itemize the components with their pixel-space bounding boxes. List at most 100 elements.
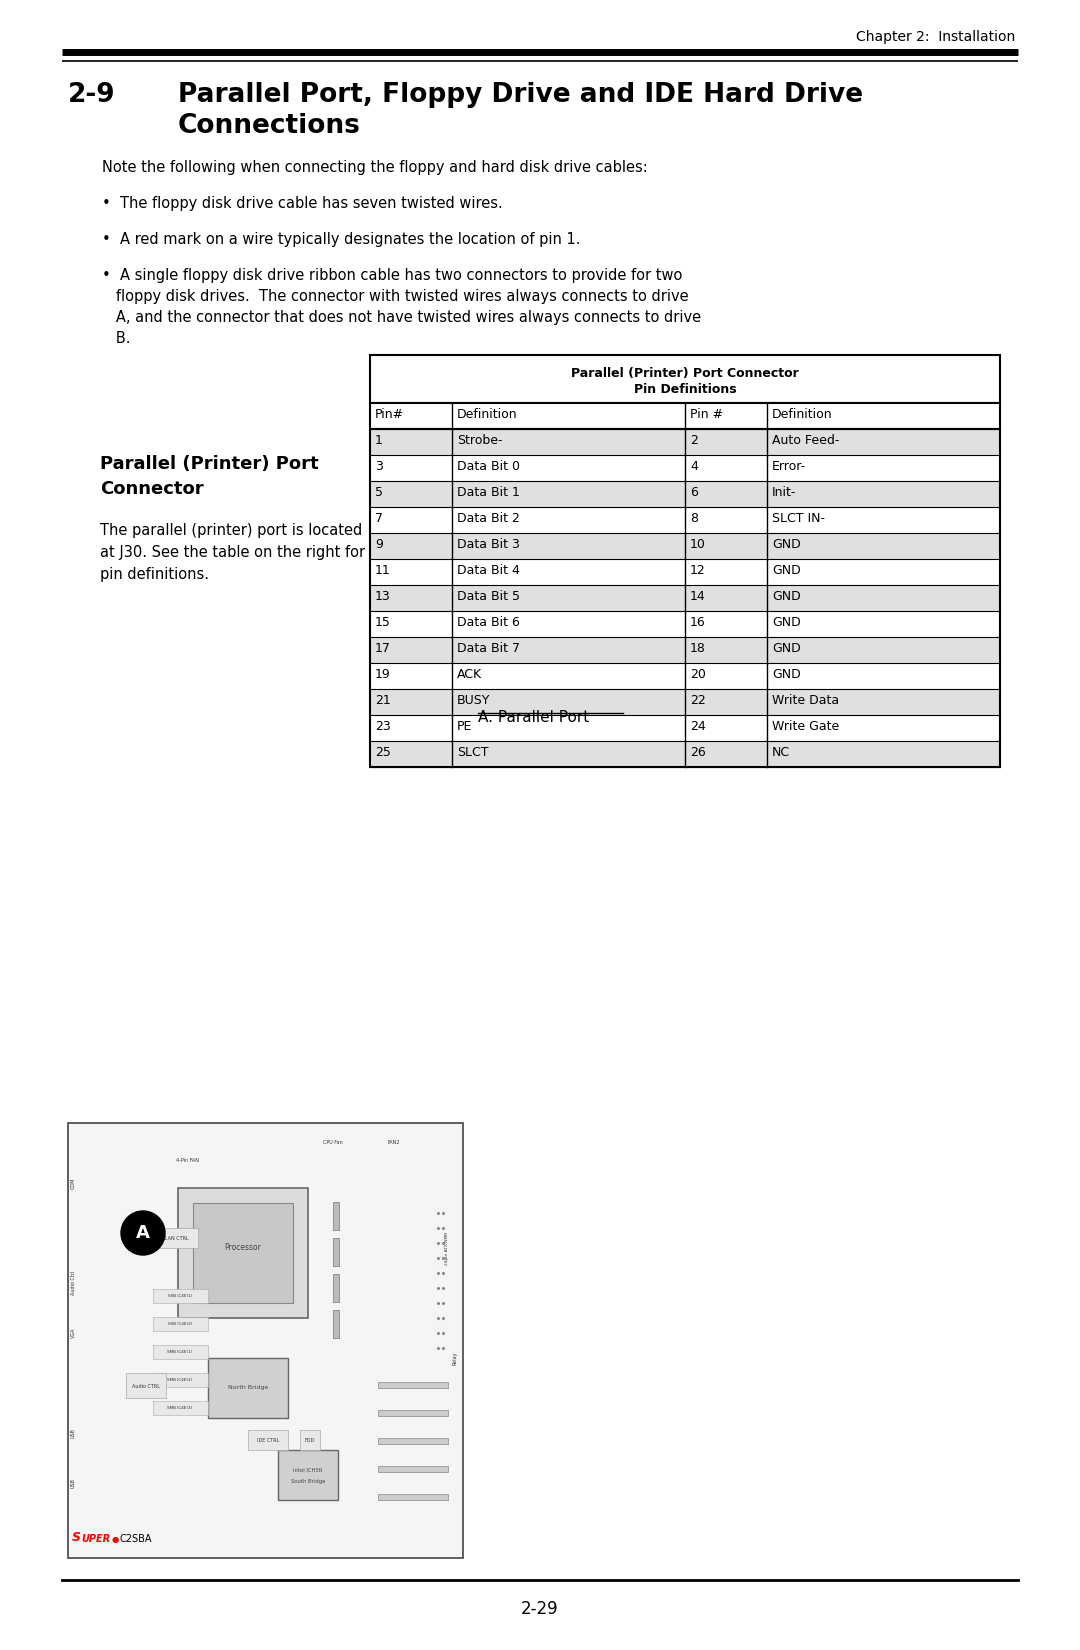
Text: GND: GND bbox=[772, 591, 800, 602]
Text: Write Data: Write Data bbox=[772, 695, 839, 706]
Text: GND: GND bbox=[772, 538, 800, 551]
Text: North Bridge: North Bridge bbox=[228, 1386, 268, 1391]
Text: A. Parallel Port: A. Parallel Port bbox=[478, 710, 590, 724]
Text: Connector: Connector bbox=[100, 480, 204, 498]
Bar bbox=[370, 533, 1000, 559]
Text: Relay: Relay bbox=[453, 1351, 458, 1365]
Bar bbox=[378, 1411, 448, 1416]
Text: SLCT: SLCT bbox=[457, 746, 488, 759]
Text: Pin #: Pin # bbox=[690, 408, 724, 421]
Text: 24: 24 bbox=[690, 719, 705, 733]
Bar bbox=[248, 1431, 288, 1450]
Text: IDE CTRL: IDE CTRL bbox=[257, 1437, 280, 1442]
Bar bbox=[333, 1201, 339, 1229]
Text: UPER: UPER bbox=[81, 1534, 110, 1544]
Bar bbox=[153, 1289, 208, 1304]
Text: 4-Pin FAN: 4-Pin FAN bbox=[176, 1158, 199, 1163]
Text: USB: USB bbox=[71, 1427, 76, 1439]
Text: SLCT IN-: SLCT IN- bbox=[772, 512, 825, 525]
Text: COM: COM bbox=[71, 1178, 76, 1188]
Bar bbox=[333, 1274, 339, 1302]
Text: Parallel (Printer) Port Connector: Parallel (Printer) Port Connector bbox=[571, 366, 799, 380]
Text: 10: 10 bbox=[690, 538, 706, 551]
Text: CPU Fan: CPU Fan bbox=[323, 1140, 342, 1145]
Text: 26: 26 bbox=[690, 746, 705, 759]
Text: 15: 15 bbox=[375, 615, 391, 629]
Bar bbox=[153, 1373, 208, 1388]
Text: Audio CTRL: Audio CTRL bbox=[132, 1383, 160, 1389]
Text: Data Bit 1: Data Bit 1 bbox=[457, 487, 519, 498]
Text: Connections: Connections bbox=[178, 112, 361, 139]
Text: 2-29: 2-29 bbox=[522, 1600, 558, 1619]
Text: 5: 5 bbox=[375, 487, 383, 498]
Text: •  A red mark on a wire typically designates the location of pin 1.: • A red mark on a wire typically designa… bbox=[102, 233, 581, 248]
Text: 25: 25 bbox=[375, 746, 391, 759]
Bar bbox=[370, 741, 1000, 767]
Text: 2-9: 2-9 bbox=[68, 82, 116, 107]
Text: S: S bbox=[72, 1531, 81, 1544]
Text: Pin Definitions: Pin Definitions bbox=[634, 383, 737, 396]
Bar bbox=[153, 1345, 208, 1360]
Text: Data Bit 0: Data Bit 0 bbox=[457, 460, 519, 474]
Text: GND: GND bbox=[772, 642, 800, 655]
Text: Audio Ctrl: Audio Ctrl bbox=[71, 1270, 76, 1295]
Text: Chapter 2:  Installation: Chapter 2: Installation bbox=[855, 30, 1015, 45]
Text: A, and the connector that does not have twisted wires always connects to drive: A, and the connector that does not have … bbox=[102, 310, 701, 325]
Text: GND: GND bbox=[772, 564, 800, 578]
Text: 12: 12 bbox=[690, 564, 705, 578]
Bar bbox=[126, 1373, 166, 1398]
Text: 18: 18 bbox=[690, 642, 706, 655]
Text: FDD: FDD bbox=[305, 1437, 315, 1442]
Text: pin definitions.: pin definitions. bbox=[100, 568, 210, 582]
Bar bbox=[370, 355, 1000, 403]
Text: 14: 14 bbox=[690, 591, 705, 602]
Text: South Bridge: South Bridge bbox=[291, 1478, 325, 1483]
Text: Data Bit 5: Data Bit 5 bbox=[457, 591, 519, 602]
Text: 6: 6 bbox=[690, 487, 698, 498]
Text: SMB IC4E(3): SMB IC4E(3) bbox=[167, 1406, 192, 1411]
Text: BUSY: BUSY bbox=[457, 695, 490, 706]
Text: FAN2: FAN2 bbox=[388, 1140, 401, 1145]
Text: Data Bit 4: Data Bit 4 bbox=[457, 564, 519, 578]
Text: 24pin ATX NMR: 24pin ATX NMR bbox=[445, 1231, 449, 1264]
Text: Parallel Port, Floppy Drive and IDE Hard Drive: Parallel Port, Floppy Drive and IDE Hard… bbox=[178, 82, 863, 107]
Bar bbox=[378, 1493, 448, 1500]
Bar bbox=[370, 559, 1000, 586]
Text: 11: 11 bbox=[375, 564, 391, 578]
Text: Strobe-: Strobe- bbox=[457, 434, 502, 447]
Text: 21: 21 bbox=[375, 695, 391, 706]
Text: C2SBA: C2SBA bbox=[120, 1534, 152, 1544]
Text: SSB IC4E(1): SSB IC4E(1) bbox=[167, 1294, 192, 1299]
Text: Definition: Definition bbox=[772, 408, 833, 421]
Text: Processor: Processor bbox=[225, 1244, 261, 1252]
Text: USB: USB bbox=[71, 1478, 76, 1488]
Bar bbox=[193, 1203, 293, 1304]
Text: A: A bbox=[136, 1224, 150, 1242]
Text: Init-: Init- bbox=[772, 487, 796, 498]
Text: Intel ICH5R: Intel ICH5R bbox=[294, 1467, 323, 1472]
Text: •  A single floppy disk drive ribbon cable has two connectors to provide for two: • A single floppy disk drive ribbon cabl… bbox=[102, 267, 683, 284]
Bar bbox=[370, 482, 1000, 507]
Text: 2: 2 bbox=[690, 434, 698, 447]
Bar bbox=[300, 1431, 320, 1450]
Bar bbox=[370, 663, 1000, 690]
Text: 3: 3 bbox=[375, 460, 383, 474]
Bar bbox=[370, 429, 1000, 767]
Text: ACK: ACK bbox=[457, 668, 482, 681]
Text: B.: B. bbox=[102, 332, 131, 346]
Bar bbox=[333, 1238, 339, 1266]
Text: Auto Feed-: Auto Feed- bbox=[772, 434, 839, 447]
Bar bbox=[370, 507, 1000, 533]
Bar bbox=[208, 1358, 288, 1417]
Text: SSB IC4E(2): SSB IC4E(2) bbox=[167, 1322, 192, 1327]
Text: Data Bit 2: Data Bit 2 bbox=[457, 512, 519, 525]
Text: 16: 16 bbox=[690, 615, 705, 629]
Bar bbox=[370, 714, 1000, 741]
Bar bbox=[378, 1465, 448, 1472]
Text: The parallel (printer) port is located: The parallel (printer) port is located bbox=[100, 523, 362, 538]
Text: Data Bit 3: Data Bit 3 bbox=[457, 538, 519, 551]
Text: SMB IC4E(2): SMB IC4E(2) bbox=[167, 1378, 192, 1383]
Text: floppy disk drives.  The connector with twisted wires always connects to drive: floppy disk drives. The connector with t… bbox=[102, 289, 689, 304]
Text: 4: 4 bbox=[690, 460, 698, 474]
Text: NC: NC bbox=[772, 746, 791, 759]
